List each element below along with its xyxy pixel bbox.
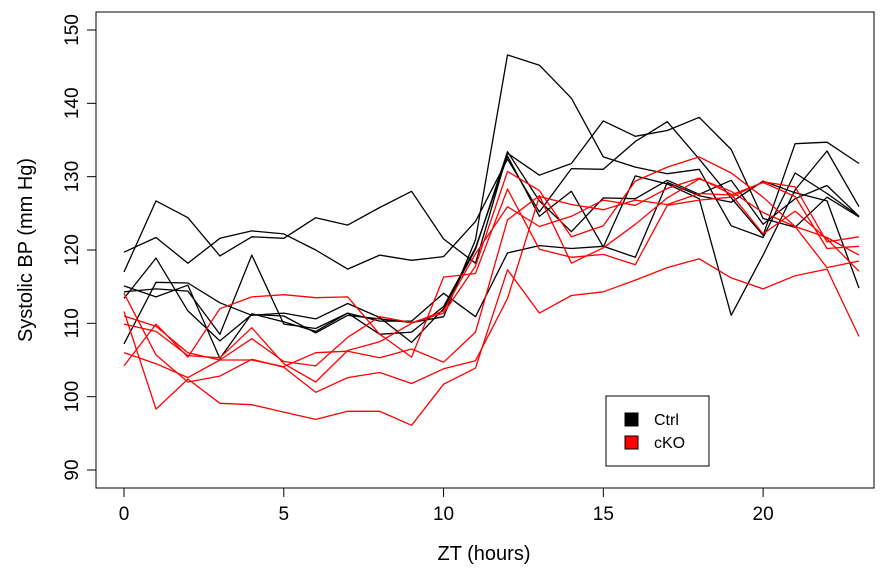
series-line-cko-10 (123, 178, 860, 379)
series-line-ctrl-5 (123, 151, 860, 345)
legend-swatch-ctrl (624, 412, 639, 427)
series-line-ctrl-1 (123, 121, 860, 270)
plot-frame (95, 11, 875, 489)
x-tick-label: 10 (433, 504, 454, 525)
series-line-cko-7 (123, 258, 860, 426)
x-tick-label: 15 (593, 504, 614, 525)
legend-swatch-cko (624, 435, 639, 450)
y-tick-label: 150 (62, 14, 83, 46)
y-tick-label: 120 (62, 234, 83, 266)
series-line-ctrl-2 (123, 116, 860, 273)
legend: Ctrl cKO (605, 395, 710, 467)
series-line-ctrl-3 (123, 54, 860, 342)
series-line-cko-12 (123, 156, 860, 367)
series-layer (123, 54, 860, 426)
series-line-ctrl-6 (123, 180, 860, 335)
x-axis: 0 5 10 15 20 (119, 487, 774, 525)
y-tick-label: 140 (62, 87, 83, 119)
x-tick-label: 5 (278, 504, 289, 525)
y-tick-label: 110 (62, 308, 83, 338)
y-tick-label: 100 (62, 381, 83, 413)
y-tick-label: 90 (62, 459, 83, 480)
x-tick-label: 0 (119, 504, 130, 525)
legend-label-cko: cKO (654, 435, 685, 452)
y-axis: 90 100 110 120 130 140 150 (62, 14, 97, 481)
series-line-cko-11 (123, 177, 860, 383)
legend-label-ctrl: Ctrl (654, 412, 679, 429)
series-line-ctrl-4 (123, 150, 860, 360)
legend-box (605, 395, 710, 467)
series-line-cko-9 (123, 181, 860, 393)
x-axis-title: ZT (hours) (438, 543, 531, 565)
y-axis-title: Systolic BP (mm Hg) (15, 158, 37, 342)
y-tick-label: 130 (62, 161, 83, 193)
x-tick-label: 20 (753, 504, 774, 525)
